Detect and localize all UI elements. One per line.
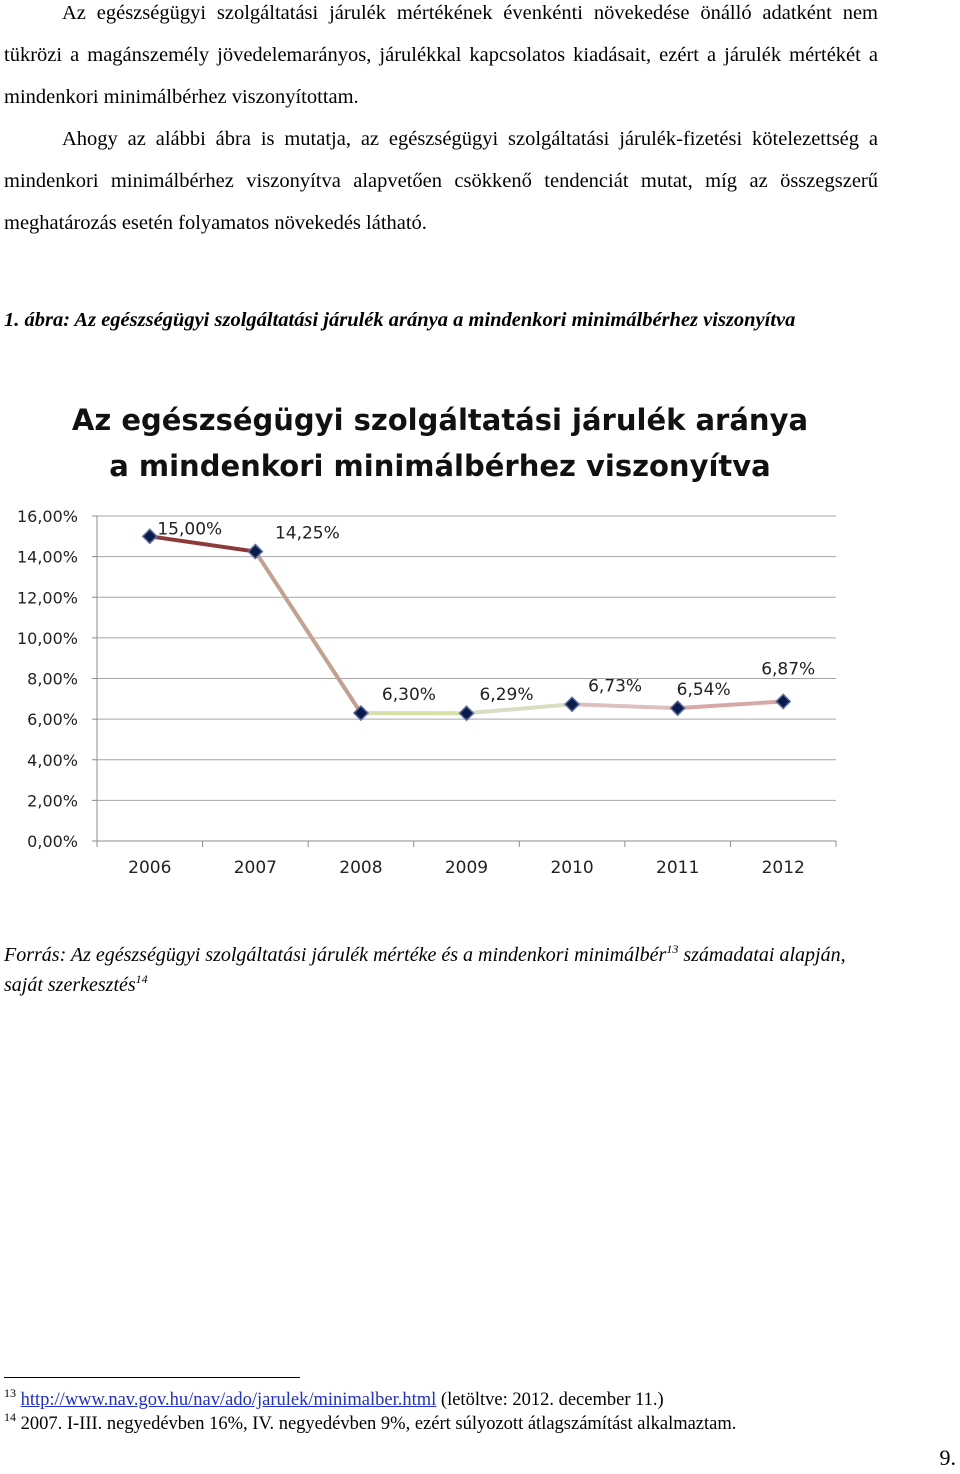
figure-source: Forrás: Az egészségügyi szolgáltatási já… xyxy=(4,940,878,1000)
series-line xyxy=(147,534,786,716)
figure-caption: 1. ábra: Az egészségügyi szolgáltatási j… xyxy=(4,309,796,331)
page-number: 9. xyxy=(939,1445,957,1470)
data-label: 6,73% xyxy=(588,676,642,696)
y-tick-label: 6,00% xyxy=(27,710,78,729)
x-tick-label: 2010 xyxy=(550,858,593,878)
footnote-14-number: 14 xyxy=(4,1410,16,1424)
footnote-14: 14 2007. I-III. negyedévben 16%, IV. neg… xyxy=(4,1410,737,1435)
footnote-13-number: 13 xyxy=(4,1386,16,1400)
data-markers xyxy=(141,528,792,722)
footnote-13-text: (letöltve: 2012. december 11.) xyxy=(436,1390,664,1410)
footnote-13-link[interactable]: http://www.nav.gov.hu/nav/ado/jarulek/mi… xyxy=(20,1390,437,1410)
y-tick-label: 16,00% xyxy=(17,507,78,526)
y-tick-label: 2,00% xyxy=(27,791,78,810)
intro-paragraph: Az egészségügyi szolgáltatási járulék mé… xyxy=(4,2,878,108)
y-tick-label: 14,00% xyxy=(17,548,78,567)
y-tick-label: 8,00% xyxy=(27,670,78,689)
source-text-b: számadatai alapján, saját szerkesztés xyxy=(4,944,846,996)
data-point-marker xyxy=(564,696,581,713)
x-tick-label: 2007 xyxy=(234,858,277,878)
data-label: 6,54% xyxy=(677,680,731,700)
source-text-a: Forrás: Az egészségügyi szolgáltatási já… xyxy=(4,944,667,966)
series-segment xyxy=(570,702,680,711)
data-labels: 15,00% 14,25% 6,30% 6,29% 6,73% 6,54% 6,87% xyxy=(157,519,815,705)
data-point-marker xyxy=(458,705,475,722)
x-tick-label: 2008 xyxy=(339,858,382,878)
data-label: 6,87% xyxy=(761,659,815,679)
x-tick-label: 2009 xyxy=(445,858,488,878)
gridlines xyxy=(97,515,836,801)
y-tick-label: 12,00% xyxy=(17,588,78,607)
series-segment xyxy=(253,549,363,716)
chart-title-line2: a mindenkori minimálbérhez viszonyítva xyxy=(109,449,771,483)
y-tick-label: 0,00% xyxy=(27,832,78,851)
source-footnote-ref-13: 13 xyxy=(666,942,679,956)
data-label: 6,29% xyxy=(479,685,533,705)
footnote-13: 13 http://www.nav.gov.hu/nav/ado/jarulek… xyxy=(4,1386,664,1411)
series-segment xyxy=(464,702,575,716)
data-label: 15,00% xyxy=(157,519,222,539)
chart-title-line1: Az egészségügyi szolgáltatási járulék ar… xyxy=(72,403,808,437)
data-point-marker xyxy=(352,704,369,722)
x-tick-label: 2006 xyxy=(128,858,171,878)
data-label: 6,30% xyxy=(382,685,436,705)
footnote-divider xyxy=(4,1377,300,1378)
x-tick-label: 2011 xyxy=(656,858,699,878)
source-footnote-ref-14: 14 xyxy=(135,972,148,986)
x-tick-label: 2012 xyxy=(762,858,805,878)
series-segment xyxy=(147,534,258,554)
data-label: 14,25% xyxy=(275,524,340,544)
y-tick-label: 10,00% xyxy=(17,629,78,648)
data-point-marker xyxy=(141,528,158,545)
line-chart: Az egészségügyi szolgáltatási járulék ar… xyxy=(17,403,837,878)
axes: 0,00% 2,00% 4,00% 6,00% 8,00% 10,00% 12,00% 14,… xyxy=(17,507,837,878)
data-point-marker xyxy=(775,693,792,710)
footnote-14-text: 2007. I-III. negyedévben 16%, IV. negyed… xyxy=(16,1414,737,1434)
chart-description-paragraph: Ahogy az alábbi ábra is mutatja, az egés… xyxy=(4,128,878,234)
data-point-marker xyxy=(247,543,264,560)
data-point-marker xyxy=(669,700,686,717)
series-segment xyxy=(675,699,786,711)
y-tick-label: 4,00% xyxy=(27,751,78,770)
